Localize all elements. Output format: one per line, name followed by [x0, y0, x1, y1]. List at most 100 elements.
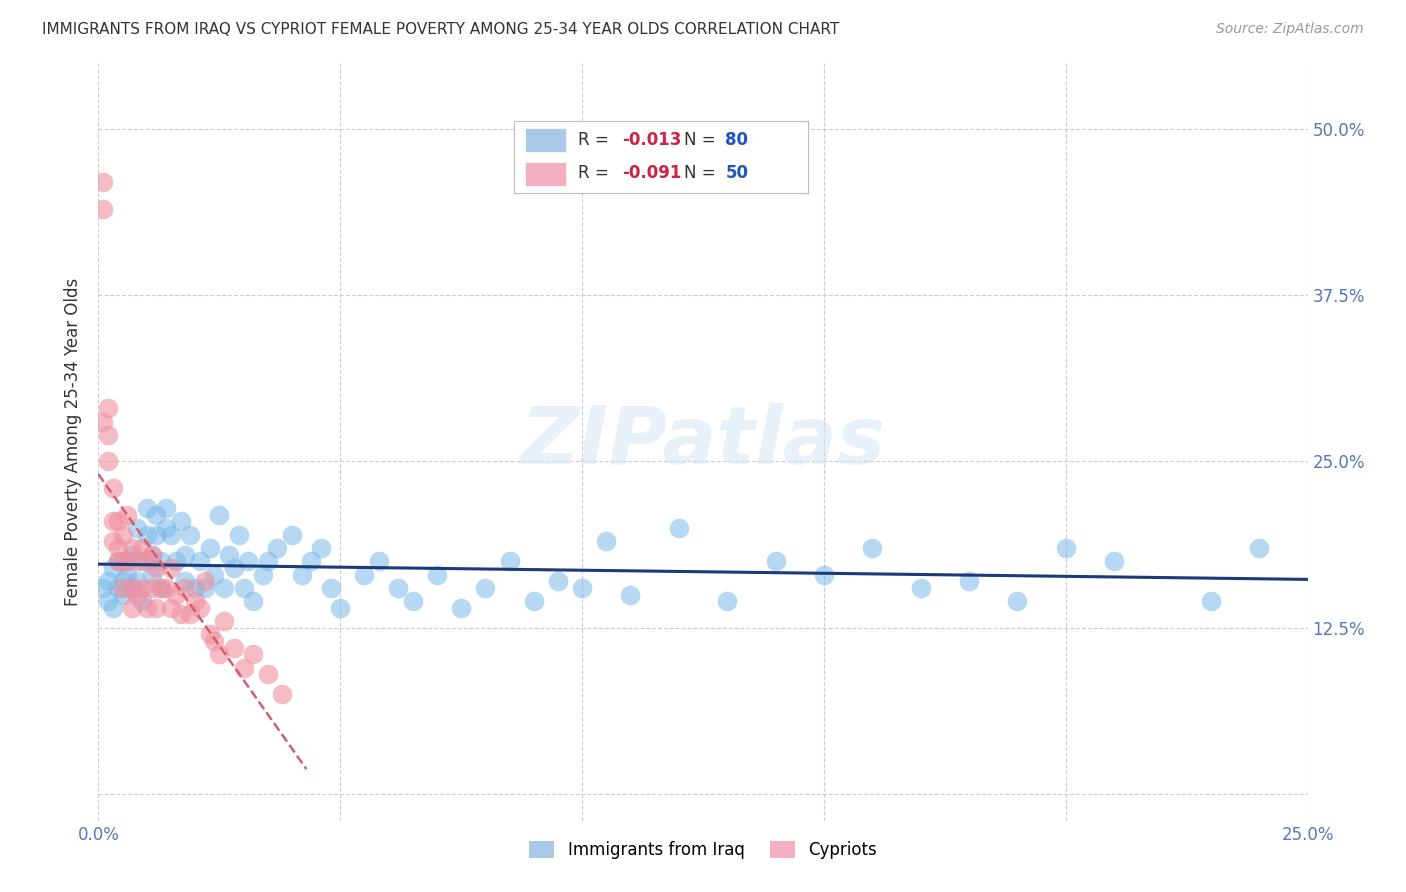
Point [127, 574, 149, 589]
Point [194, 574, 217, 589]
Point [198, 627, 221, 641]
Point [668, 521, 690, 535]
Point [150, 581, 173, 595]
Point [111, 527, 134, 541]
Point [165, 587, 187, 601]
Point [160, 561, 183, 575]
Point [716, 594, 738, 608]
Bar [526, 128, 567, 152]
Point [281, 527, 304, 541]
Text: R =: R = [578, 131, 614, 149]
Point [571, 581, 593, 595]
Point [121, 548, 143, 562]
Point [135, 501, 157, 516]
Point [765, 554, 787, 568]
Point [184, 581, 207, 595]
Text: N =: N = [685, 131, 721, 149]
Point [145, 508, 167, 522]
Point [174, 581, 197, 595]
Point [131, 541, 153, 555]
Point [121, 581, 143, 595]
Point [910, 581, 932, 595]
Y-axis label: Female Poverty Among 25-34 Year Olds: Female Poverty Among 25-34 Year Olds [65, 277, 83, 606]
Point [212, 614, 235, 628]
Point [101, 534, 124, 549]
Point [155, 521, 177, 535]
Point [141, 567, 163, 582]
Point [135, 600, 157, 615]
Point [160, 600, 183, 615]
Point [813, 567, 835, 582]
Text: 80: 80 [725, 131, 748, 149]
Text: 50: 50 [725, 164, 748, 183]
Point [319, 581, 342, 595]
Point [194, 581, 217, 595]
Point [1102, 554, 1125, 568]
Point [101, 514, 124, 528]
Point [127, 587, 149, 601]
Point [309, 541, 332, 555]
Point [174, 548, 197, 562]
Point [1007, 594, 1029, 608]
Point [169, 607, 191, 622]
Point [141, 548, 163, 562]
Point [232, 581, 254, 595]
Point [97, 594, 120, 608]
Point [547, 574, 569, 589]
Point [174, 574, 197, 589]
Text: R =: R = [578, 164, 614, 183]
Point [97, 428, 120, 442]
Point [121, 600, 143, 615]
Point [111, 587, 134, 601]
Point [91, 581, 114, 595]
Point [450, 600, 472, 615]
Point [135, 527, 157, 541]
Point [101, 481, 124, 495]
Point [135, 554, 157, 568]
Point [107, 581, 129, 595]
Point [150, 554, 173, 568]
Point [1249, 541, 1271, 555]
Point [101, 561, 124, 575]
Point [198, 541, 221, 555]
Point [232, 661, 254, 675]
Point [474, 581, 496, 595]
Point [111, 581, 134, 595]
Point [97, 454, 120, 468]
Point [121, 541, 143, 555]
Point [238, 554, 260, 568]
Point [107, 541, 129, 555]
Point [145, 561, 167, 575]
Text: ZIPatlas: ZIPatlas [520, 402, 886, 481]
Point [155, 501, 177, 516]
Point [117, 508, 139, 522]
Point [91, 175, 114, 189]
Point [127, 521, 149, 535]
Point [256, 554, 278, 568]
Point [131, 594, 153, 608]
Point [1054, 541, 1077, 555]
Point [222, 561, 245, 575]
Point [266, 541, 288, 555]
Point [595, 534, 617, 549]
Point [353, 567, 375, 582]
Point [179, 607, 201, 622]
Point [957, 574, 980, 589]
Point [271, 687, 294, 701]
Point [101, 600, 124, 615]
Point [131, 581, 153, 595]
Point [91, 202, 114, 216]
Point [188, 600, 211, 615]
Point [117, 567, 139, 582]
Point [387, 581, 409, 595]
Point [329, 600, 352, 615]
Point [426, 567, 449, 582]
Point [117, 554, 139, 568]
Point [368, 554, 391, 568]
Point [222, 640, 245, 655]
Point [208, 508, 231, 522]
Point [97, 401, 120, 416]
Point [184, 594, 207, 608]
Point [121, 581, 143, 595]
Point [111, 554, 134, 568]
